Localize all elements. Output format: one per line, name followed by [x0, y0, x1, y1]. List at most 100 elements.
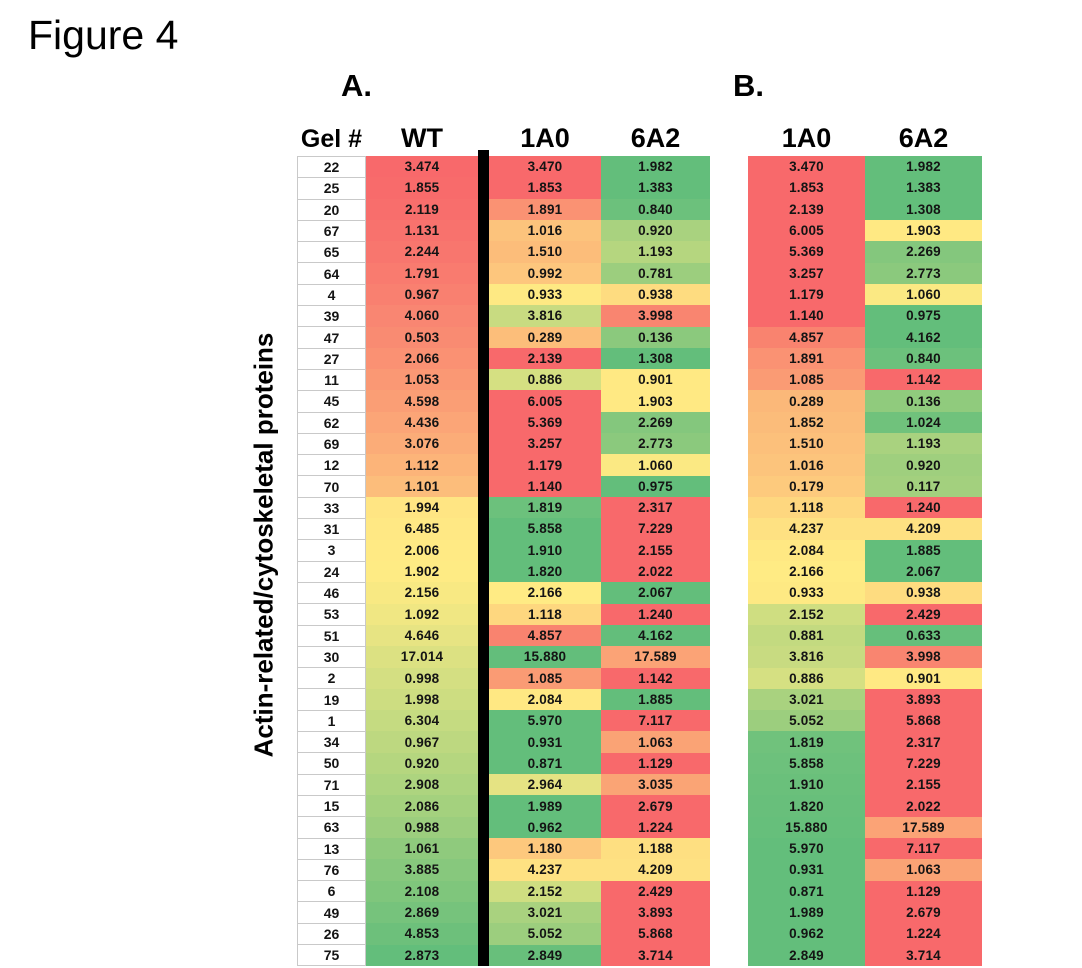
heatmap-cell: 2.152: [748, 603, 865, 625]
heatmap-cell: 15.880: [489, 646, 601, 668]
heatmap-cell: 1.142: [865, 369, 982, 391]
gel-number-cell: 27: [297, 347, 366, 370]
heatmap-cell: 1.179: [489, 454, 601, 476]
heatmap-cell: 2.155: [865, 774, 982, 796]
heatmap-cell: 0.992: [489, 262, 601, 284]
heatmap-cell: 1.016: [748, 454, 865, 476]
heatmap-cell: 2.773: [865, 262, 982, 284]
heatmap-cell: 1.112: [366, 454, 478, 476]
heatmap-cell: 1.129: [601, 752, 710, 775]
gel-number-cell: 12: [297, 454, 366, 477]
panel-a-6a2-column: 1.982 1.383 0.840 0.920 1.193 0.781 0.938 3.998…: [601, 156, 710, 966]
panel-a-divider: [478, 150, 489, 966]
heatmap-cell: 2.166: [489, 582, 601, 604]
gel-number-cell: 53: [297, 603, 366, 626]
heatmap-cell: 0.988: [366, 816, 478, 838]
gel-number-cell: 47: [297, 326, 366, 349]
heatmap-cell: 4.209: [865, 518, 982, 540]
heatmap-cell: 2.156: [366, 582, 478, 604]
heatmap-cell: 1.819: [748, 731, 865, 753]
heatmap-cell: 1.193: [865, 433, 982, 455]
figure-title: Figure 4: [28, 12, 179, 58]
heatmap-cell: 0.289: [748, 390, 865, 412]
heatmap-cell: 1.140: [489, 475, 601, 497]
heatmap-cell: 6.005: [748, 219, 865, 242]
heatmap-cell: 4.857: [489, 624, 601, 647]
heatmap-cell: 2.849: [748, 944, 865, 966]
heatmap-cell: 3.998: [865, 646, 982, 668]
heatmap-cell: 2.679: [601, 795, 710, 817]
heatmap-cell: 2.086: [366, 795, 478, 817]
heatmap-cell: 1.982: [865, 156, 982, 178]
heatmap-cell: 0.289: [489, 326, 601, 348]
heatmap-cell: 1.910: [489, 539, 601, 561]
heatmap-cell: 5.369: [748, 241, 865, 263]
heatmap-cell: 0.840: [601, 198, 710, 220]
heatmap-cell: 17.014: [366, 646, 478, 668]
heatmap-cell: 6.485: [366, 518, 478, 540]
heatmap-cell: 7.117: [865, 838, 982, 860]
heatmap-cell: 0.938: [865, 582, 982, 604]
heatmap-cell: 1.224: [601, 816, 710, 838]
heatmap-cell: 1.060: [865, 283, 982, 306]
heatmap-cell: 1.118: [489, 603, 601, 625]
heatmap-cell: 2.869: [366, 901, 478, 924]
heatmap-cell: 4.857: [748, 326, 865, 348]
heatmap-cell: 0.931: [748, 859, 865, 881]
gel-number-cell: 13: [297, 837, 366, 860]
heatmap-cell: 5.868: [601, 923, 710, 945]
heatmap-cell: 1.791: [366, 262, 478, 284]
heatmap-cell: 5.052: [489, 923, 601, 945]
heatmap-cell: 1.061: [366, 838, 478, 860]
gel-number-cell: 51: [297, 624, 366, 647]
heatmap-cell: 1.085: [489, 667, 601, 689]
heatmap-cell: 2.244: [366, 241, 478, 263]
heatmap-cell: 1.179: [748, 283, 865, 306]
gel-number-cell: 75: [297, 943, 366, 967]
heatmap-cell: 1.902: [366, 560, 478, 583]
heatmap-cell: 0.136: [865, 390, 982, 412]
heatmap-cell: 0.967: [366, 283, 478, 306]
gel-number-cell: 30: [297, 645, 366, 669]
heatmap-cell: 1.053: [366, 369, 478, 391]
heatmap-cell: 0.503: [366, 326, 478, 348]
heatmap-cell: 5.858: [489, 518, 601, 540]
heatmap-cell: 2.679: [865, 901, 982, 924]
heatmap-cell: 1.308: [865, 198, 982, 220]
heatmap-cell: 2.067: [865, 560, 982, 583]
heatmap-cell: 17.589: [865, 816, 982, 838]
panel-b-1a0-column: 3.470 1.853 2.139 6.005 5.369 3.257 1.179 1.140…: [748, 156, 865, 966]
heatmap-cell: 4.209: [601, 859, 710, 881]
gel-number-cell: 69: [297, 432, 366, 456]
heatmap-cell: 5.970: [748, 838, 865, 860]
heatmap-cell: 5.858: [748, 752, 865, 775]
panel-a-gel-column: 22 25 20 67 65 64 4 39 47 27 11 45 62 69 12 70 33 31 3 24 46…: [297, 156, 366, 967]
heatmap-cell: 0.975: [865, 305, 982, 327]
heatmap-cell: 0.871: [489, 752, 601, 775]
gel-number-cell: 3: [297, 539, 366, 562]
heatmap-cell: 1.180: [489, 838, 601, 860]
heatmap-cell: 3.257: [489, 433, 601, 455]
heatmap-cell: 0.781: [601, 262, 710, 284]
heatmap-cell: 2.317: [601, 497, 710, 519]
heatmap-cell: 2.773: [601, 433, 710, 455]
heatmap-cell: 1.129: [865, 880, 982, 902]
heatmap-cell: 1.989: [489, 795, 601, 817]
heatmap-cell: 1.903: [865, 219, 982, 242]
heatmap-cell: 1.383: [865, 177, 982, 199]
heatmap-cell: 1.820: [748, 795, 865, 817]
gel-number-cell: 39: [297, 305, 366, 328]
heatmap-cell: 1.910: [748, 774, 865, 796]
heatmap-cell: 0.886: [748, 667, 865, 689]
heatmap-cell: 2.084: [748, 539, 865, 561]
heatmap-cell: 3.714: [601, 944, 710, 966]
heatmap-cell: 2.429: [865, 603, 982, 625]
heatmap-cell: 2.908: [366, 774, 478, 796]
heatmap-cell: 0.920: [865, 454, 982, 476]
heatmap-cell: 2.022: [601, 560, 710, 583]
gel-number-cell: 64: [297, 262, 366, 285]
heatmap-cell: 0.938: [601, 283, 710, 306]
heatmap-cell: 4.853: [366, 923, 478, 945]
heatmap-cell: 3.816: [489, 305, 601, 327]
